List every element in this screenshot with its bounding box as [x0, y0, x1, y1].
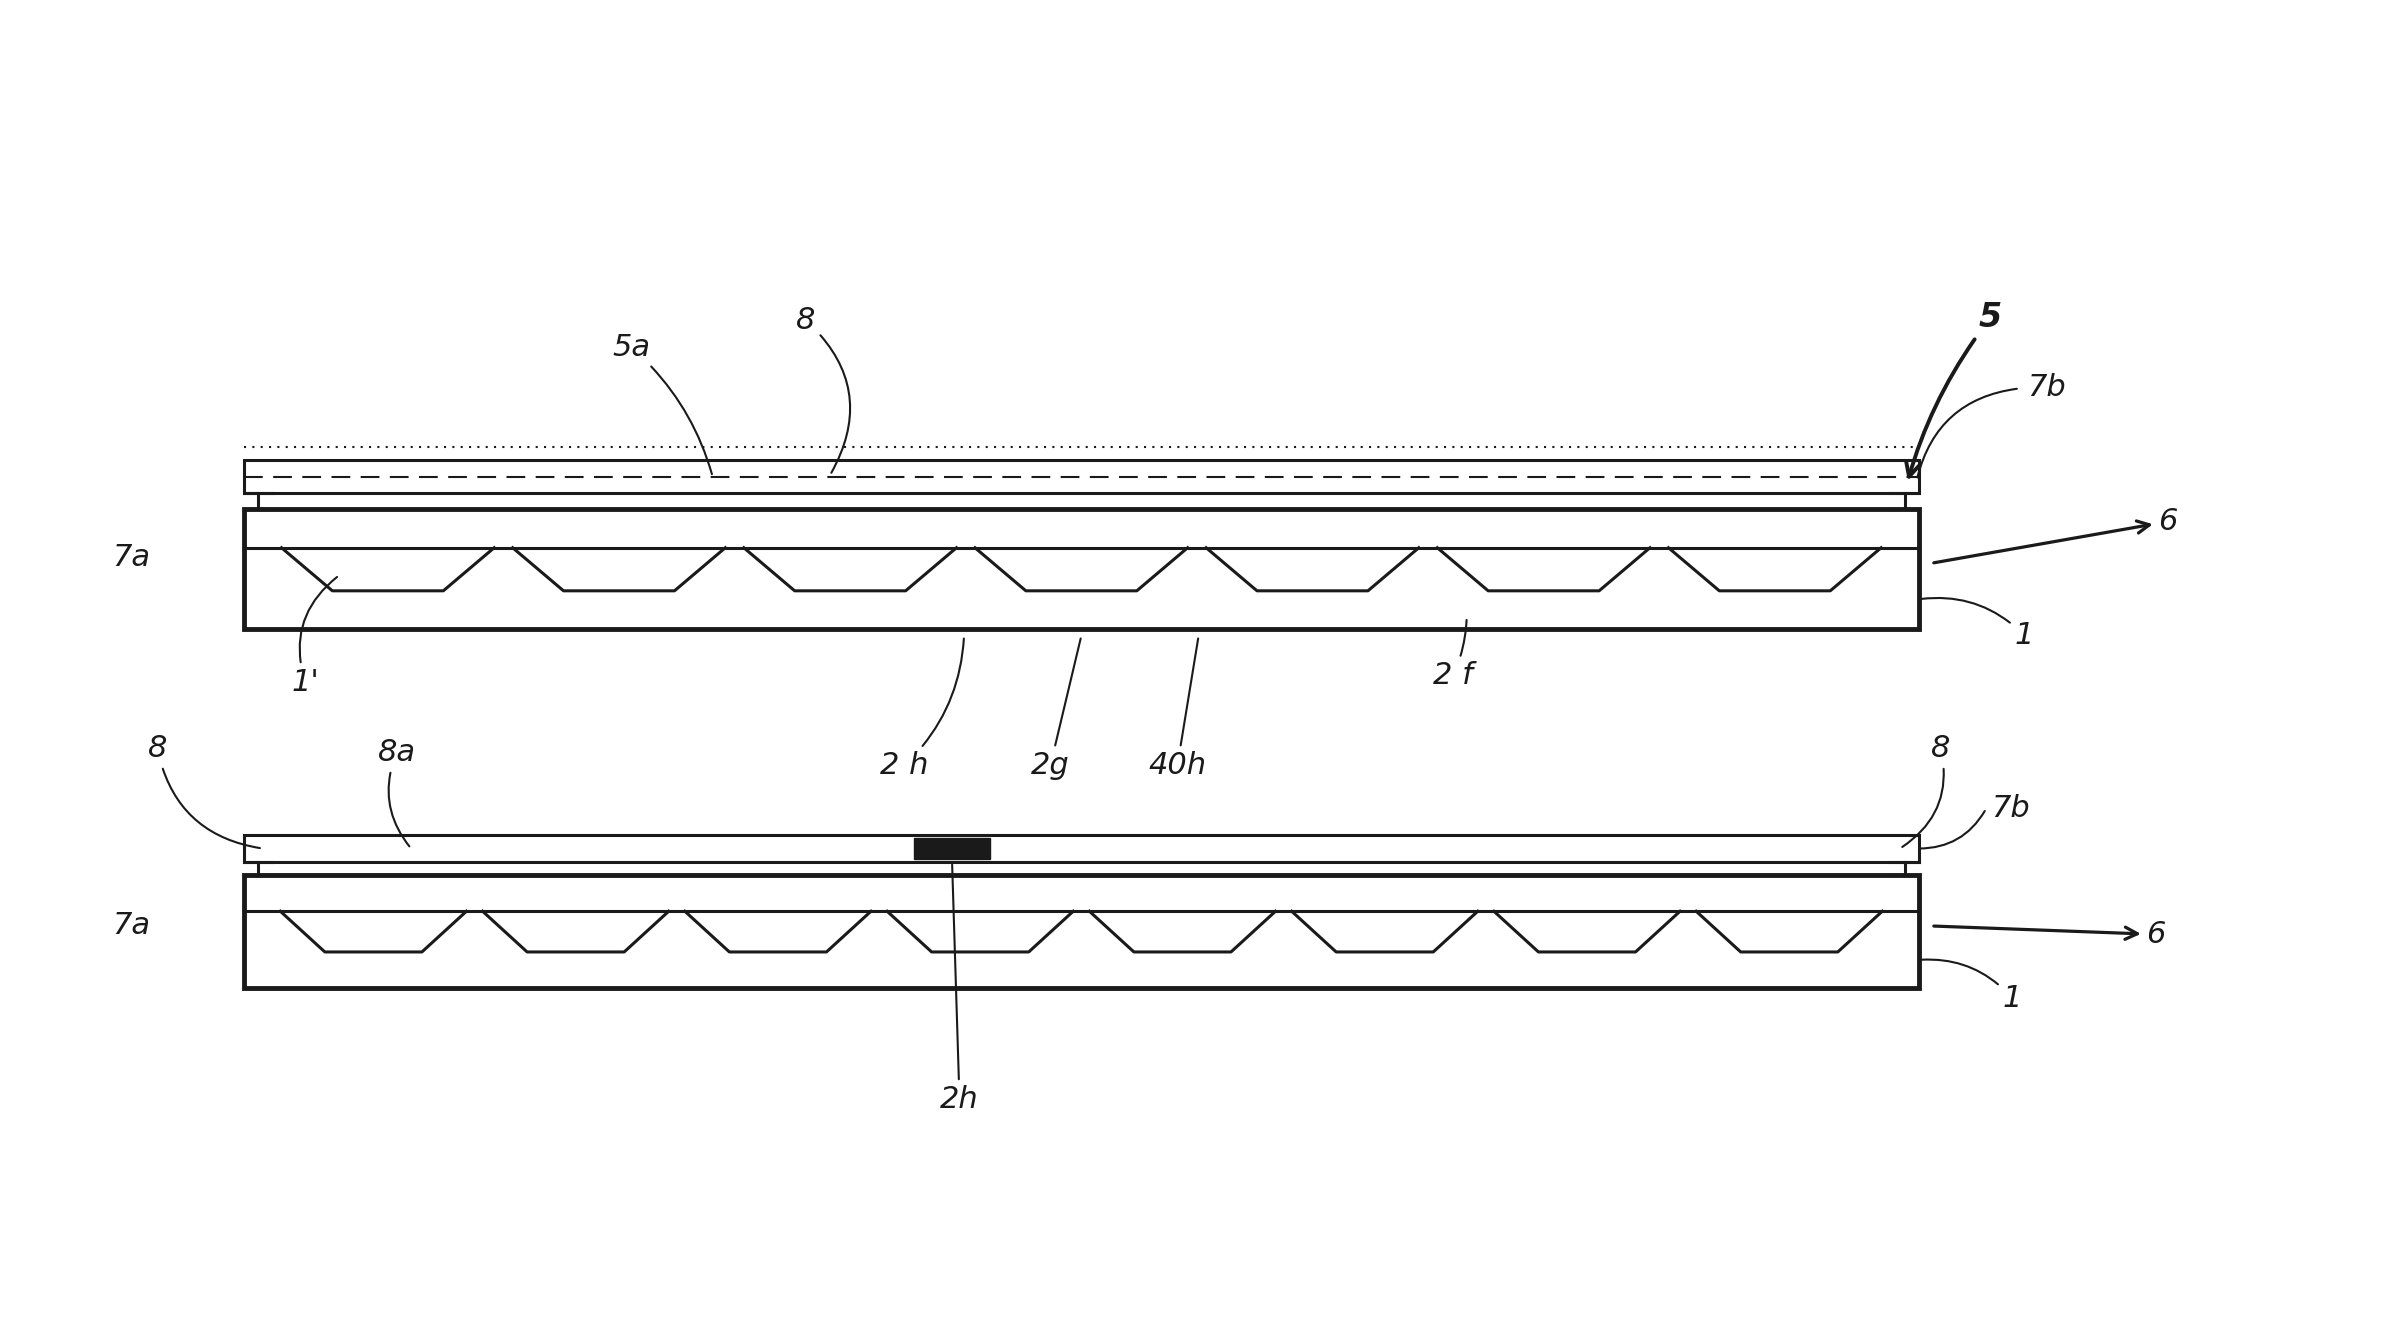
Text: 8: 8	[797, 306, 850, 472]
Text: 1': 1'	[291, 577, 336, 697]
Text: 5a: 5a	[613, 333, 711, 474]
Text: 8a: 8a	[377, 739, 416, 847]
Text: 8: 8	[1902, 735, 1950, 847]
Text: 40h: 40h	[1148, 638, 1206, 780]
Text: 8: 8	[149, 735, 259, 848]
Text: 2 h: 2 h	[879, 638, 963, 780]
Text: 5: 5	[1907, 301, 2003, 476]
Text: 6: 6	[1934, 921, 2167, 949]
Text: 6: 6	[1934, 507, 2179, 563]
Bar	[243, 510, 1919, 629]
Bar	[913, 838, 990, 859]
Text: 2 f: 2 f	[1434, 619, 1472, 690]
Text: 1: 1	[1922, 959, 2022, 1013]
Text: 2g: 2g	[1030, 638, 1081, 780]
Text: 7a: 7a	[113, 911, 149, 941]
Text: 7a: 7a	[113, 543, 149, 571]
Text: 2h: 2h	[939, 864, 980, 1113]
Text: 1: 1	[1922, 598, 2034, 650]
Bar	[243, 460, 1919, 494]
Text: 7b: 7b	[2027, 372, 2066, 401]
Bar	[243, 835, 1919, 862]
Bar	[243, 875, 1919, 989]
Text: 7b: 7b	[1991, 795, 2030, 823]
